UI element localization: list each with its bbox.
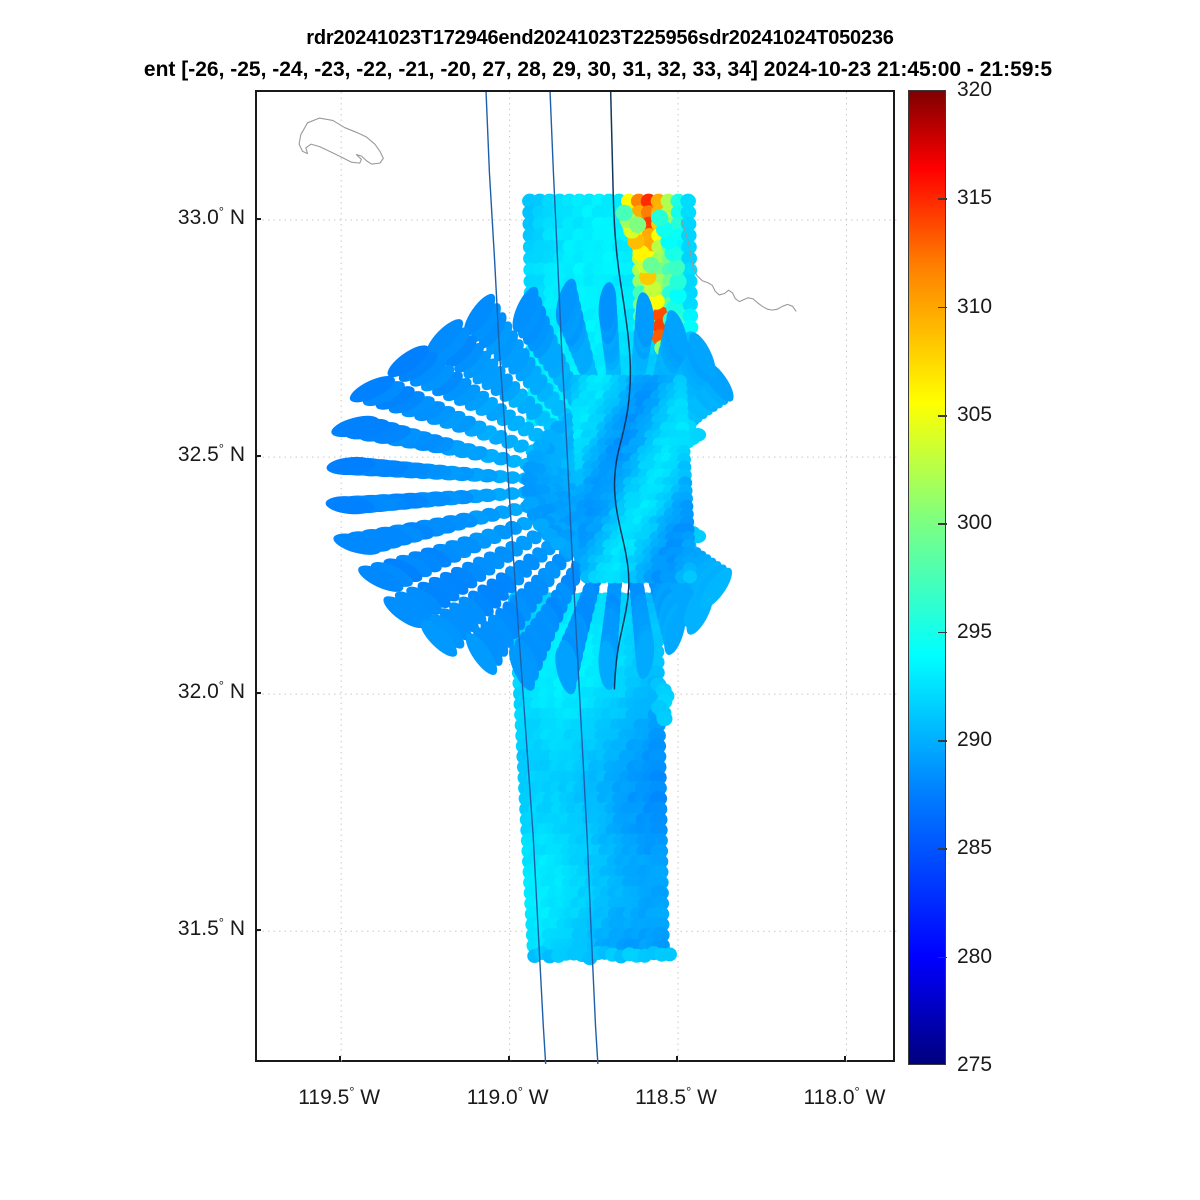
brightness-temperature-scatter-canvas[interactable]	[257, 92, 897, 1064]
colorbar-tick-mark	[938, 306, 947, 309]
colorbar-tick-label: 305	[957, 403, 993, 426]
colorbar-tick-label: 315	[957, 186, 993, 210]
figure-title: rdr20241023T172946end20241023T225956sdr2…	[306, 27, 894, 49]
x-axis-tick-label: 119.5° W	[298, 1084, 381, 1109]
colorbar-tick-label: 285	[957, 836, 993, 860]
colorbar-tick-mark	[938, 523, 947, 525]
colorbar-gradient	[908, 90, 946, 1065]
colorbar-tick-label: 320	[957, 78, 993, 101]
colorbar-tick-label: 290	[957, 728, 993, 751]
figure-subtitle: ent [-26, -25, -24, -23, -22, -21, -20, …	[143, 58, 1053, 81]
y-axis-tick-label: 33.0° N	[177, 204, 245, 230]
y-axis-tick-label: 32.0° N	[177, 678, 245, 704]
map-plot-area[interactable]	[255, 90, 897, 1064]
colorbar-tick-label: 300	[957, 511, 993, 535]
x-axis-tick-label: 118.0° W	[803, 1084, 886, 1109]
colorbar-tick-mark	[938, 631, 947, 634]
colorbar-tick-label: 310	[957, 294, 993, 318]
colorbar-tick-label: 275	[957, 1053, 993, 1076]
colorbar-tick-label: 280	[957, 944, 993, 968]
colorbar-tick-mark	[938, 740, 947, 742]
colorbar-tick-mark	[938, 198, 947, 200]
x-axis-tick-label: 119.0° W	[466, 1084, 549, 1109]
colorbar-tick-label: 295	[957, 619, 993, 643]
colorbar-tick-mark	[938, 848, 947, 850]
y-axis-tick-label: 32.5° N	[177, 441, 245, 467]
colorbar-tick-mark	[938, 415, 947, 417]
y-axis-tick-label: 31.5° N	[177, 915, 245, 941]
x-axis-tick-label: 118.5° W	[635, 1084, 717, 1109]
colorbar-tick-mark	[938, 956, 947, 959]
